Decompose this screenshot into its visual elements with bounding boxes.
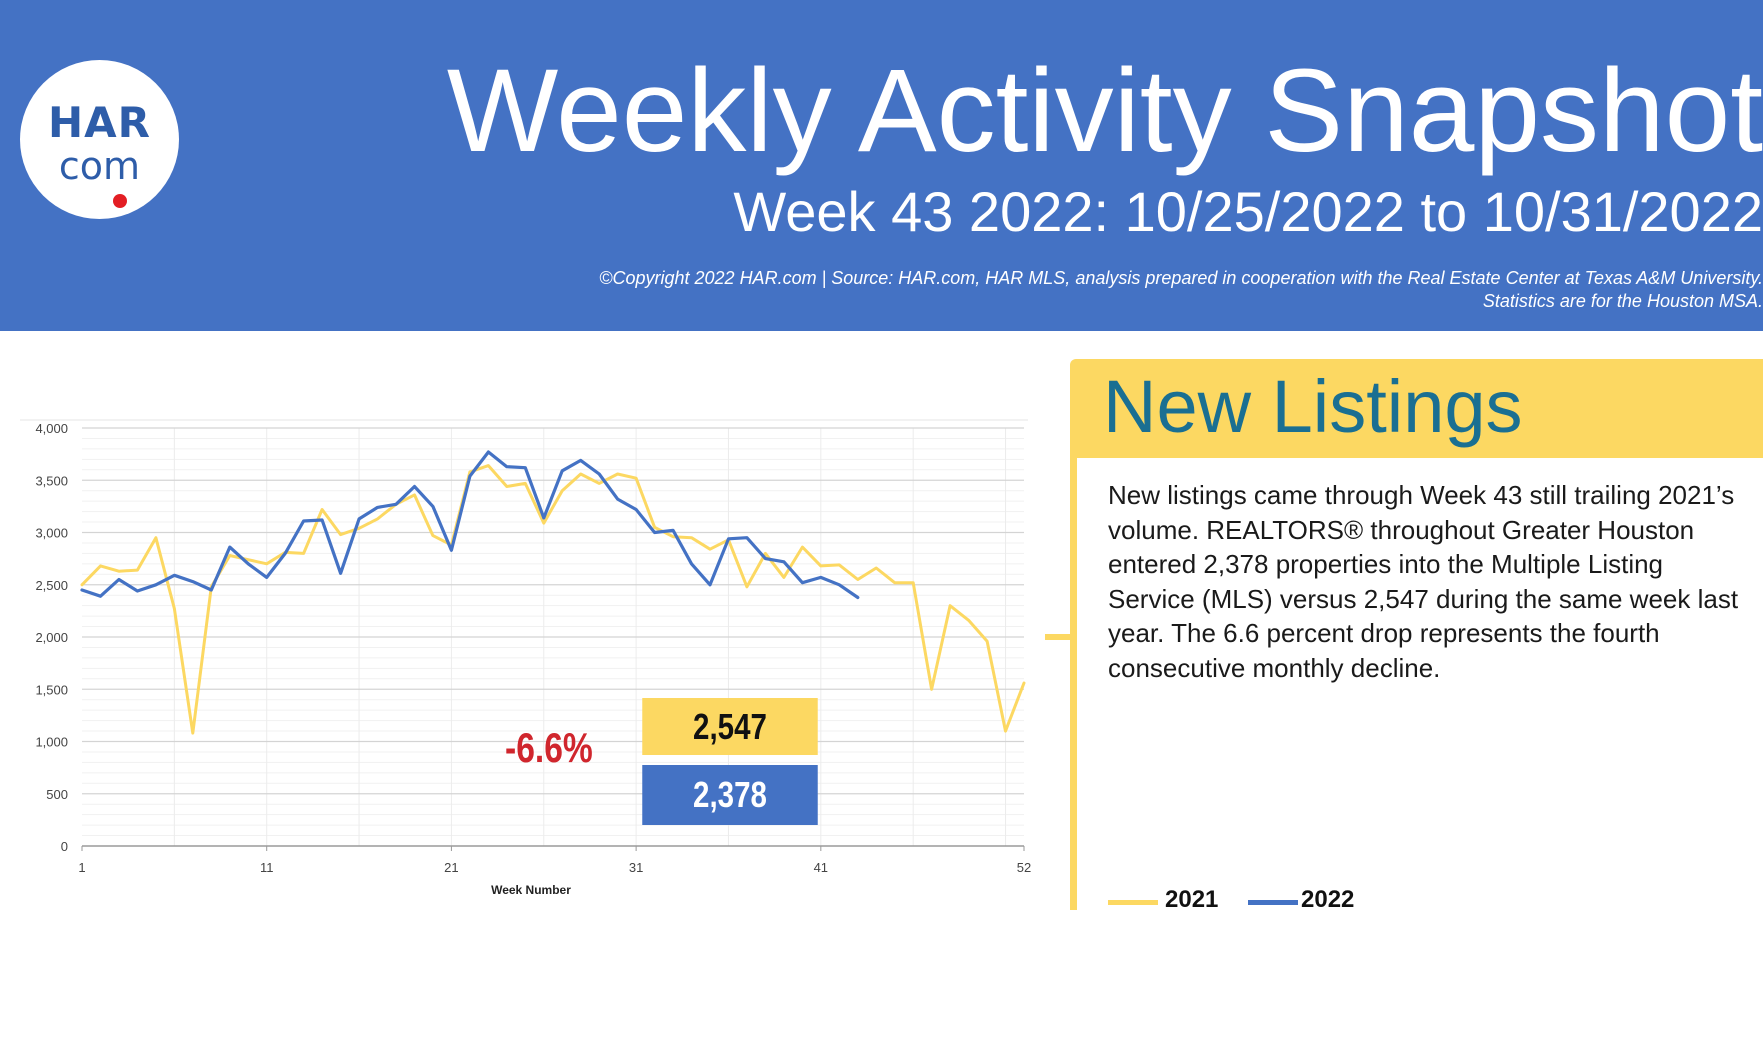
copyright-notice: ©Copyright 2022 HAR.com | Source: HAR.co… bbox=[599, 267, 1763, 313]
legend-label-2021: 2021 bbox=[1165, 886, 1219, 913]
y-tick-label: 1,000 bbox=[35, 735, 68, 750]
y-tick-label: 3,000 bbox=[35, 526, 68, 541]
legend-label-2022: 2022 bbox=[1301, 886, 1355, 913]
x-tick-label: 1 bbox=[78, 860, 85, 875]
logo-com-text: com bbox=[58, 144, 141, 188]
x-tick-label: 31 bbox=[629, 860, 643, 875]
change-percent-label: -6.6% bbox=[505, 724, 593, 771]
series-line-2021 bbox=[80, 464, 1026, 735]
y-tick-label: 2,000 bbox=[35, 630, 68, 645]
panel-left-rule bbox=[1070, 400, 1077, 910]
x-tick-label: 11 bbox=[260, 860, 274, 875]
new-listings-line-chart: 0 500 1,000 1,500 2,000 2,500 3,000 3,500 4,000 1… bbox=[20, 419, 1031, 897]
y-tick-label: 0 bbox=[61, 839, 68, 854]
y-tick-label: 500 bbox=[46, 787, 68, 802]
header-banner: HAR com Weekly Activity Snapshot Week 43… bbox=[0, 0, 1763, 331]
y-tick-label: 1,500 bbox=[35, 682, 68, 697]
legend-swatch-2022 bbox=[1248, 900, 1298, 905]
panel-body-text: New listings came through Week 43 still … bbox=[1108, 480, 1739, 683]
x-tick-label: 21 bbox=[444, 860, 458, 875]
x-tick-label: 52 bbox=[1017, 860, 1031, 875]
panel-title: New Listings bbox=[1103, 365, 1523, 448]
page-subtitle: Week 43 2022: 10/25/2022 to 10/31/2022 bbox=[733, 180, 1763, 243]
legend-swatch-2021 bbox=[1108, 900, 1158, 905]
value-2022-box: 2,378 bbox=[642, 765, 818, 825]
copyright-line-2: Statistics are for the Houston MSA. bbox=[1482, 291, 1763, 311]
y-tick-label: 3,500 bbox=[35, 473, 68, 488]
panel-header-bar bbox=[1070, 359, 1763, 458]
har-logo: HAR com bbox=[20, 60, 179, 219]
y-tick-label: 2,500 bbox=[35, 578, 68, 593]
x-tick-label: 41 bbox=[814, 860, 828, 875]
value-2021-box: 2,547 bbox=[642, 698, 818, 755]
copyright-line-1: ©Copyright 2022 HAR.com | Source: HAR.co… bbox=[599, 268, 1763, 288]
logo-dot-icon bbox=[113, 194, 127, 208]
panel-connector bbox=[1045, 634, 1075, 640]
logo-har-text: HAR bbox=[48, 98, 151, 147]
y-tick-label: 4,000 bbox=[35, 421, 68, 436]
x-axis-title: Week Number bbox=[491, 883, 571, 897]
page-title: Weekly Activity Snapshot bbox=[446, 45, 1763, 177]
